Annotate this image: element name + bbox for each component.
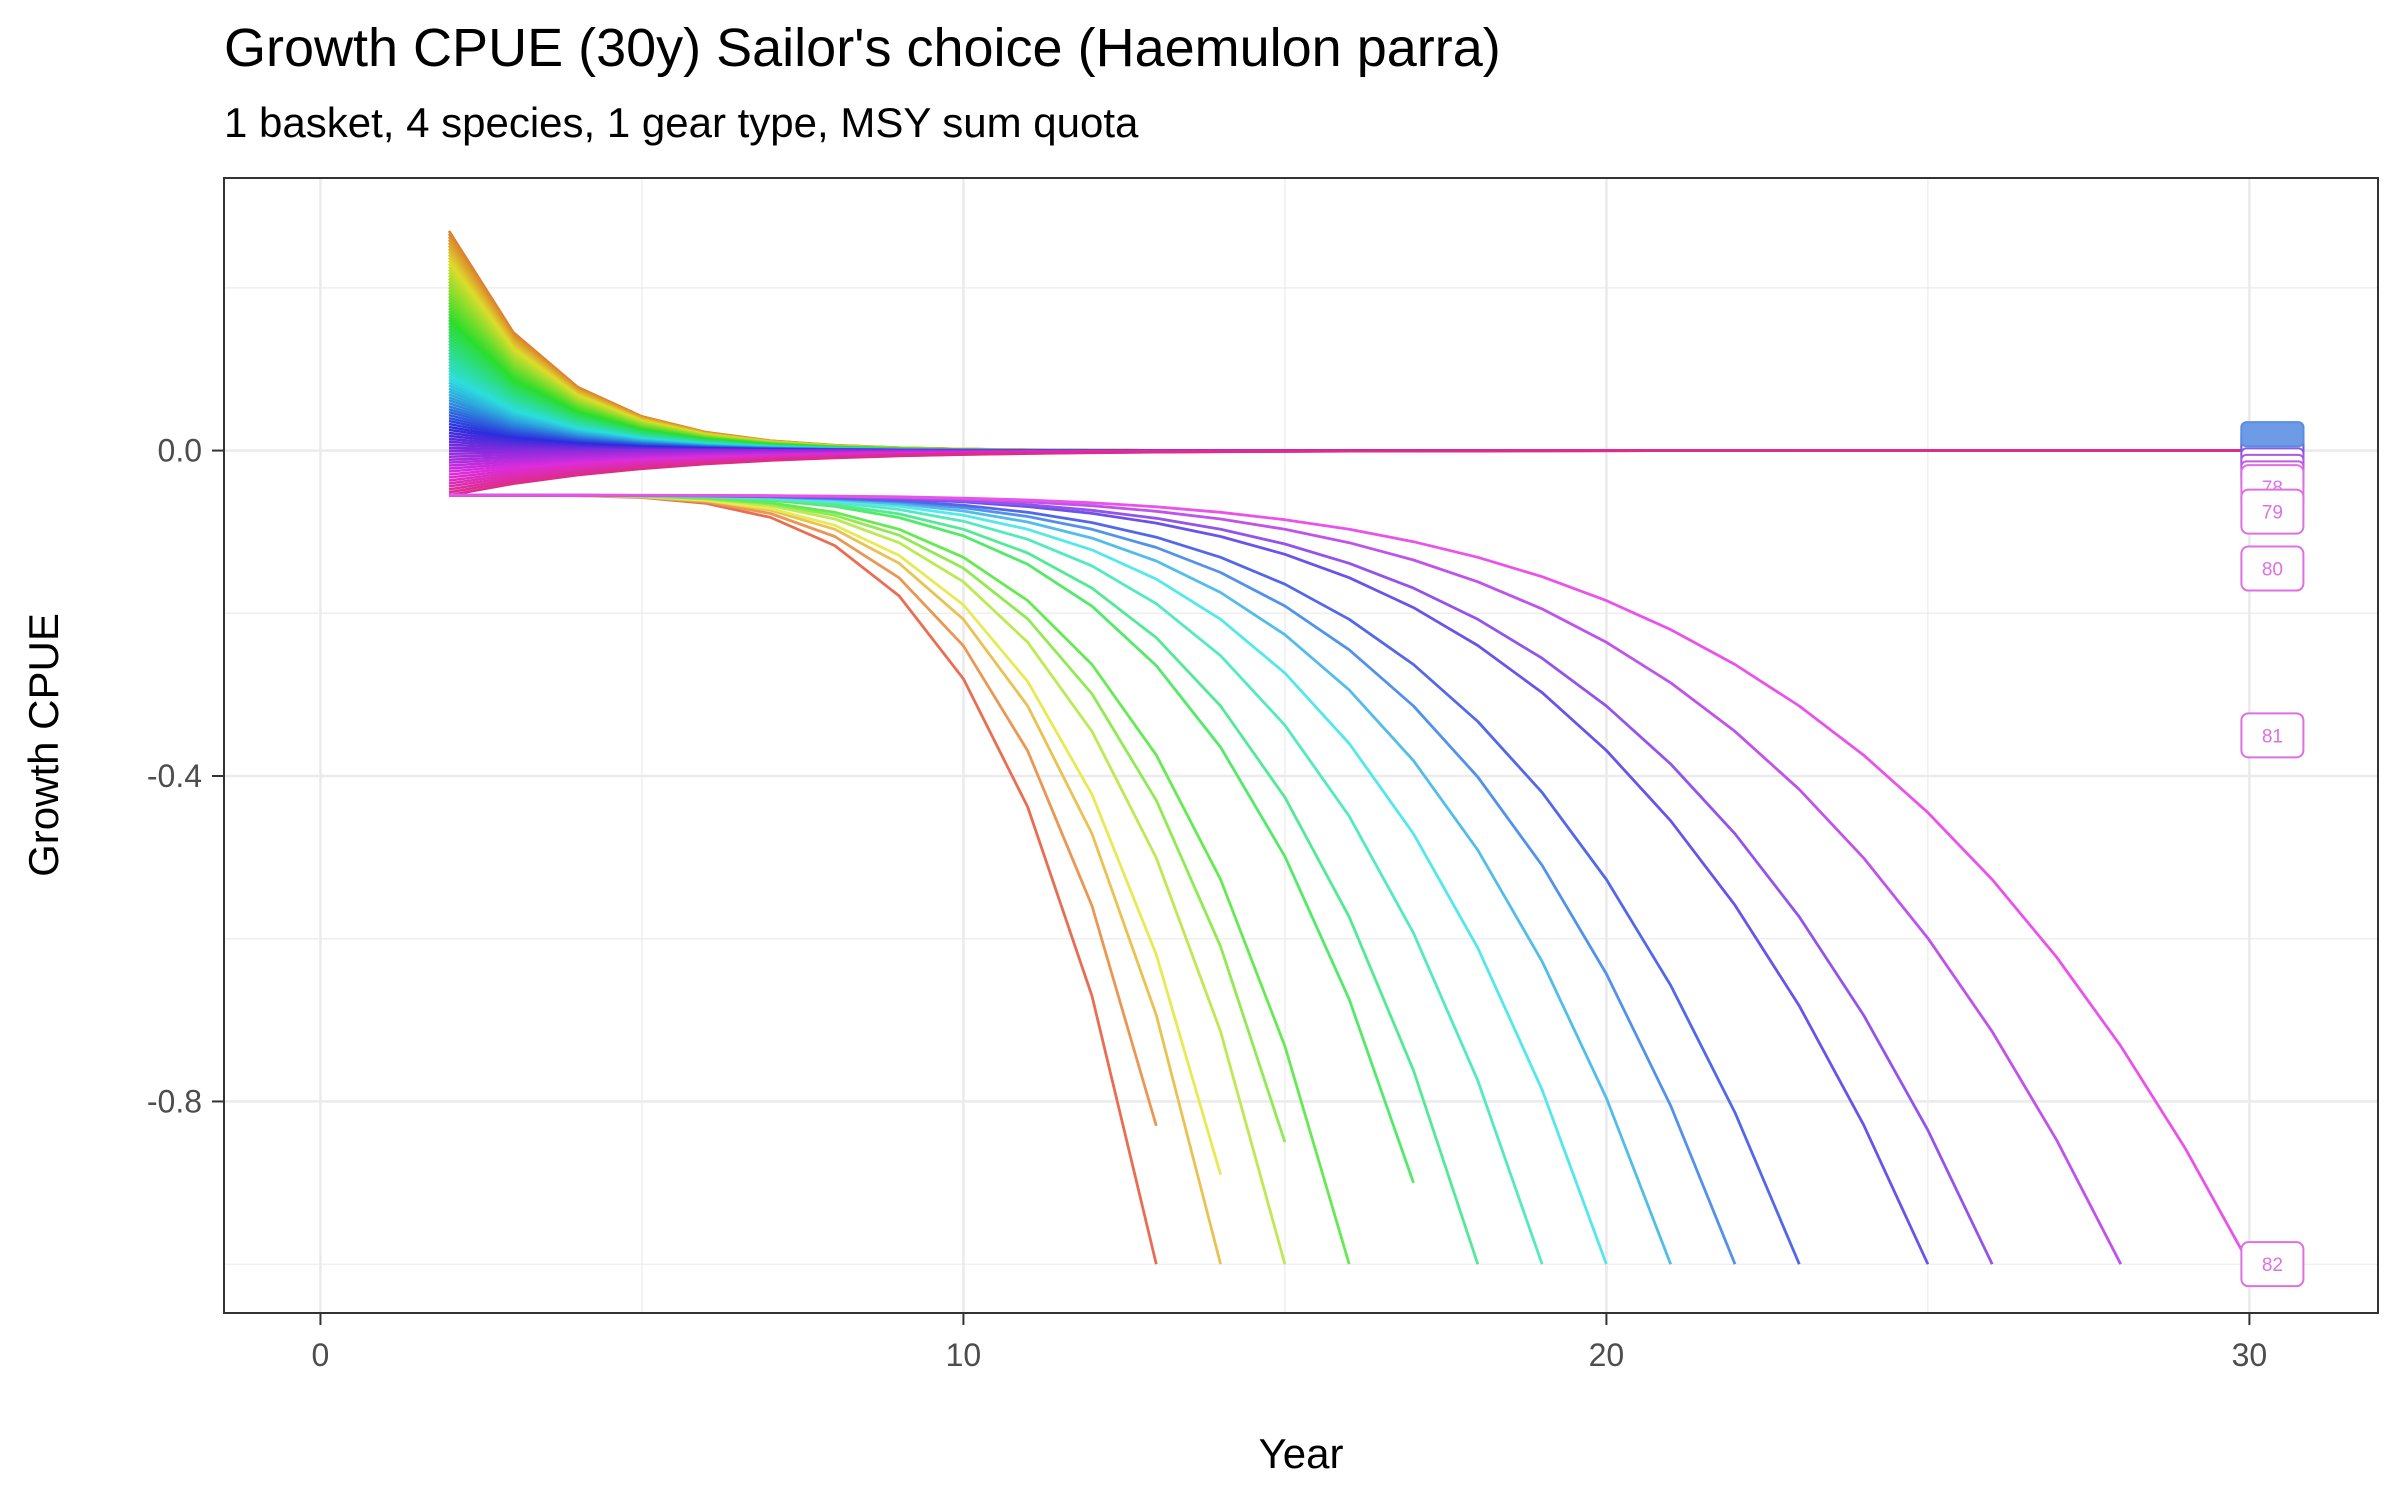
fan-series-line <box>447 242 2250 452</box>
collapse-series-line <box>449 493 1287 1143</box>
axis-layer: 0 10 20 30 0.0 -0.4 -0.8 <box>147 433 2267 1373</box>
x-tick-label: 10 <box>946 1337 982 1373</box>
series-layer <box>447 230 2251 1265</box>
fan-series-line <box>448 316 2250 452</box>
end-label-stub <box>2240 421 2305 448</box>
fan-series-line <box>448 289 2250 452</box>
fan-series-line <box>447 271 2250 452</box>
fan-series-line <box>448 322 2250 452</box>
fan-series-line <box>447 233 2250 452</box>
fan-series-line <box>448 304 2250 452</box>
end-label-text: 80 <box>2262 560 2283 581</box>
fan-series-line <box>448 301 2250 452</box>
x-tick-label: 20 <box>1589 1337 1625 1373</box>
x-tick-label: 30 <box>2232 1337 2268 1373</box>
chart-title: Growth CPUE (30y) Sailor's choice (Haemu… <box>224 18 1501 78</box>
fan-series-line <box>448 298 2250 452</box>
y-axis-title: Growth CPUE <box>20 613 67 877</box>
fan-series-line <box>447 259 2250 452</box>
fan-series-line <box>447 274 2250 452</box>
collapse-series-line <box>449 493 1673 1265</box>
y-tick-label: -0.4 <box>147 758 202 794</box>
fan-series-line <box>448 286 2250 452</box>
end-label-box <box>2240 1241 2305 1288</box>
collapse-series-line <box>449 493 1930 1265</box>
collapse-series-line <box>449 493 2251 1265</box>
x-axis-title: Year <box>1259 1430 1344 1477</box>
end-labels-layer: 7879808182 <box>2240 421 2305 1288</box>
end-label-box <box>2240 712 2305 759</box>
fan-series-line <box>448 313 2250 452</box>
fan-series-line <box>447 265 2250 452</box>
fan-series-line <box>447 277 2250 452</box>
fan-series-line <box>447 230 2250 452</box>
collapse-series-line <box>449 493 1608 1265</box>
fan-series-line <box>447 262 2250 452</box>
fan-series-line <box>447 239 2250 452</box>
y-tick-label: 0.0 <box>158 433 202 469</box>
fan-series-line <box>448 283 2250 452</box>
fan-series-line <box>448 292 2250 452</box>
end-label-box <box>2240 488 2305 535</box>
grid-layer <box>224 178 2378 1313</box>
fan-series-line <box>447 236 2250 452</box>
end-label-text: 81 <box>2262 726 2283 747</box>
fan-series-line <box>447 256 2250 452</box>
end-label-box <box>2240 545 2305 592</box>
fan-series-line <box>448 327 2250 452</box>
y-tick-label: -0.8 <box>147 1083 202 1119</box>
fan-series-line <box>447 280 2250 452</box>
collapse-series-line <box>449 493 1158 1265</box>
fan-series-line <box>448 295 2250 452</box>
fan-series-line <box>448 310 2250 452</box>
fan-series-line <box>447 268 2250 452</box>
fan-series-line <box>447 247 2250 452</box>
end-label-text: 79 <box>2262 503 2283 524</box>
fan-series-line <box>448 307 2250 452</box>
x-tick-label: 0 <box>312 1337 330 1373</box>
collapse-series-line <box>449 493 1801 1265</box>
fan-series-line <box>448 319 2250 452</box>
fan-series-line <box>448 449 2250 497</box>
collapse-series-line <box>449 493 1222 1265</box>
fan-series-line <box>447 253 2250 452</box>
chart-subtitle: 1 basket, 4 species, 1 gear type, MSY su… <box>224 99 1139 146</box>
fan-series-line <box>447 244 2250 452</box>
fan-series-line <box>447 250 2250 452</box>
fan-series-line <box>448 325 2250 452</box>
end-label-text: 82 <box>2262 1255 2283 1276</box>
panel-border <box>223 177 2379 1314</box>
collapse-series-line <box>449 493 1158 1127</box>
collapse-series-line <box>449 493 1287 1265</box>
